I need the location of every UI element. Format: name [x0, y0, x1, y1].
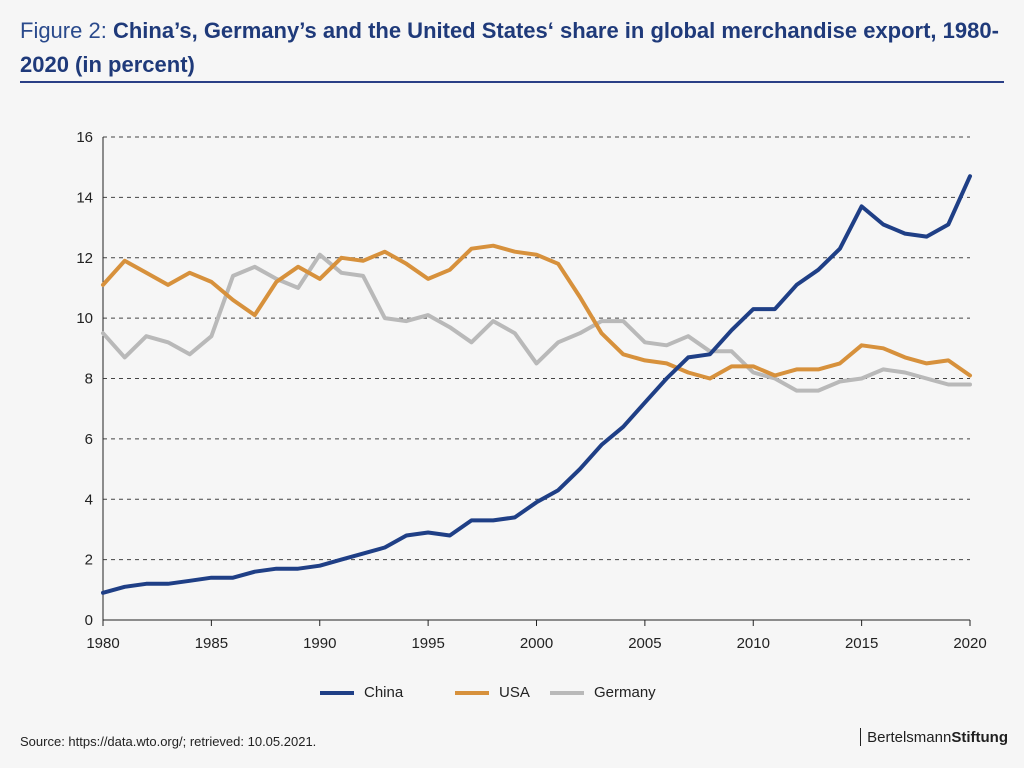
x-tick-label: 2020 — [953, 635, 986, 652]
axes — [102, 137, 971, 626]
logo-divider — [859, 728, 862, 746]
logo-text-bold: Stiftung — [951, 728, 1008, 746]
y-tick-label: 12 — [76, 250, 93, 267]
series-line-germany — [101, 252, 972, 393]
y-tick-label: 14 — [76, 189, 93, 206]
figure-prefix: Figure 2: — [20, 18, 107, 43]
y-tick-label: 4 — [85, 491, 93, 508]
legend-label-china: China — [364, 684, 404, 701]
legend-item-china: China — [320, 684, 403, 701]
y-tick-label: 10 — [76, 310, 93, 327]
y-tick-label: 0 — [85, 612, 93, 629]
legend-swatch-china — [320, 690, 354, 695]
line-chart: 0 2 4 6 8 10 12 14 16 1980 1985 1990 1995 2000 2005 201… — [76, 129, 986, 652]
x-tick-label: 2005 — [628, 635, 661, 652]
y-tick-label: 6 — [85, 431, 93, 448]
series-line-china — [101, 174, 972, 595]
legend-label-germany: Germany — [594, 684, 656, 701]
source-note: Source: https://data.wto.org/; retrieved… — [20, 734, 317, 749]
legend-swatch-germany — [550, 690, 584, 695]
legend-item-germany: Germany — [550, 684, 656, 701]
legend-item-usa: USA — [455, 684, 530, 701]
x-tick-label: 2000 — [520, 635, 553, 652]
logo-text-regular: Bertelsmann — [867, 728, 952, 746]
tick-labels: 0 2 4 6 8 10 12 14 16 1980 1985 1990 1995 2000 2005 201… — [76, 129, 986, 652]
chart-title: Figure 2: China’s, Germany’s and the Uni… — [20, 14, 1010, 82]
grid-lines — [103, 136, 970, 561]
series-line-usa — [101, 243, 972, 381]
x-tick-label: 1985 — [195, 635, 228, 652]
x-tick-label: 2010 — [737, 635, 770, 652]
legend-label-usa: USA — [499, 684, 530, 701]
figure-title: China’s, Germany’s and the United States… — [20, 18, 999, 77]
title-divider — [20, 81, 1004, 83]
series-lines — [101, 174, 972, 595]
publisher-logo: Bertelsmann Stiftung — [859, 728, 1008, 746]
y-tick-label: 2 — [85, 552, 93, 569]
x-tick-label: 1990 — [303, 635, 336, 652]
legend-swatch-usa — [455, 690, 489, 695]
x-tick-label: 2015 — [845, 635, 878, 652]
legend: China USA Germany — [0, 684, 1024, 708]
y-tick-label: 16 — [76, 129, 93, 146]
x-tick-label: 1980 — [86, 635, 119, 652]
y-tick-label: 8 — [85, 371, 93, 388]
x-tick-label: 1995 — [411, 635, 444, 652]
